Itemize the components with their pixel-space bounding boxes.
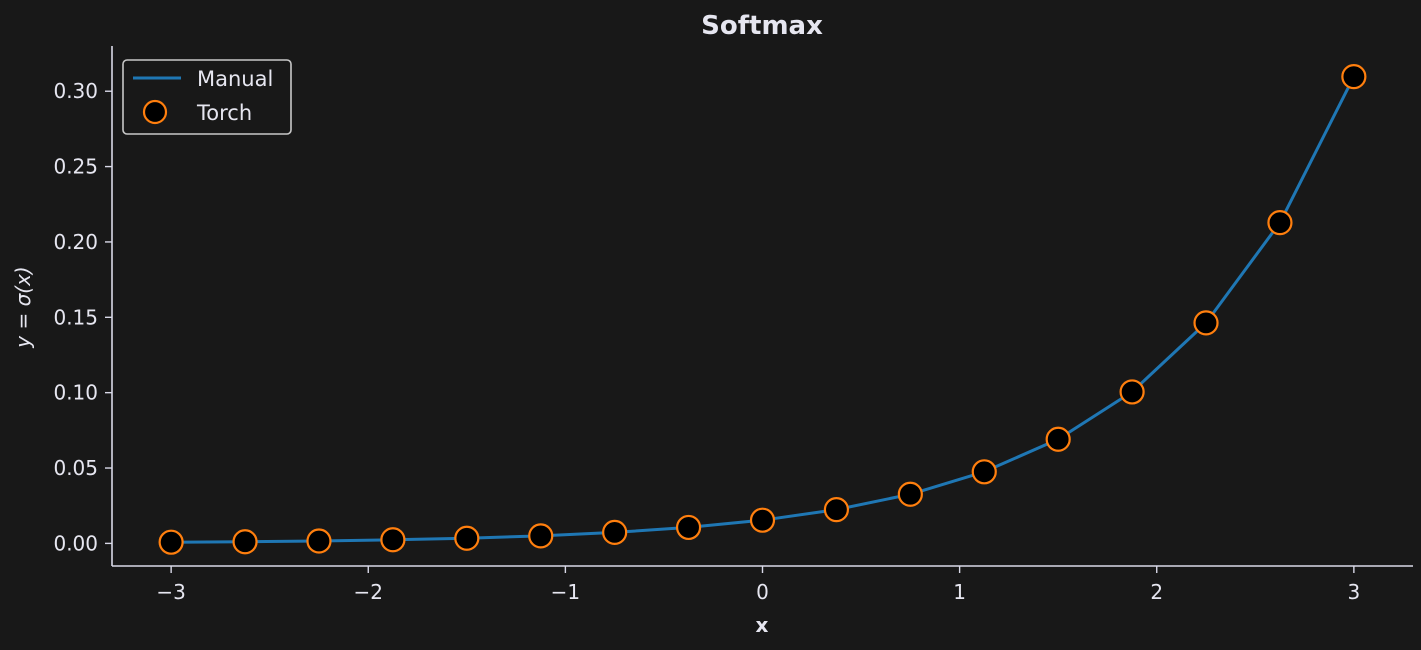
chart-title: Softmax [701,11,823,41]
x-tick-label: 1 [953,580,966,604]
series-torch-point [380,527,406,553]
y-axis: 0.00 0.05 0.10 0.15 0.20 0.25 0.30 [53,46,113,566]
y-tick-label: 0.15 [53,305,98,329]
x-tick-label: −1 [551,580,580,604]
x-tick-label: −3 [156,580,185,604]
x-tick-label: 2 [1150,580,1163,604]
x-tick-label: 3 [1347,580,1360,604]
series-torch-point [528,523,554,549]
series-torch-point [971,459,997,485]
series-torch-point [749,507,776,533]
y-tick-label: 0.00 [53,531,98,555]
y-axis-label: y = σ(x) [11,266,35,348]
legend-torch-swatch [142,99,168,125]
x-axis: −3 −2 −1 0 1 2 3 [112,565,1413,604]
series-torch-point [1045,426,1071,452]
series-torch-point [1267,210,1293,236]
series-torch-point [897,481,923,507]
x-tick-label: 0 [756,580,769,604]
x-axis-label: x [756,613,769,637]
legend-manual-label: Manual [197,67,273,91]
series-torch-point [675,514,702,541]
series-torch-point [1341,63,1367,90]
series-torch-point [232,529,258,555]
series-torch-point [454,525,480,551]
series-torch-point [1119,379,1145,405]
legend-torch-label: Torch [196,101,252,125]
series-torch-point [1193,310,1219,336]
y-tick-label: 0.20 [53,230,98,254]
y-tick-label: 0.05 [53,456,98,480]
plot-area [158,63,1367,555]
y-tick-label: 0.30 [53,79,98,103]
x-tick-label: −2 [354,580,383,604]
y-tick-label: 0.25 [53,155,98,179]
series-torch-point [306,528,332,554]
y-tick-label: 0.10 [53,381,98,405]
series-torch-point [823,497,850,523]
series-torch-point [158,529,184,555]
series-torch-point [602,519,628,545]
legend: Manual Torch [122,59,292,135]
